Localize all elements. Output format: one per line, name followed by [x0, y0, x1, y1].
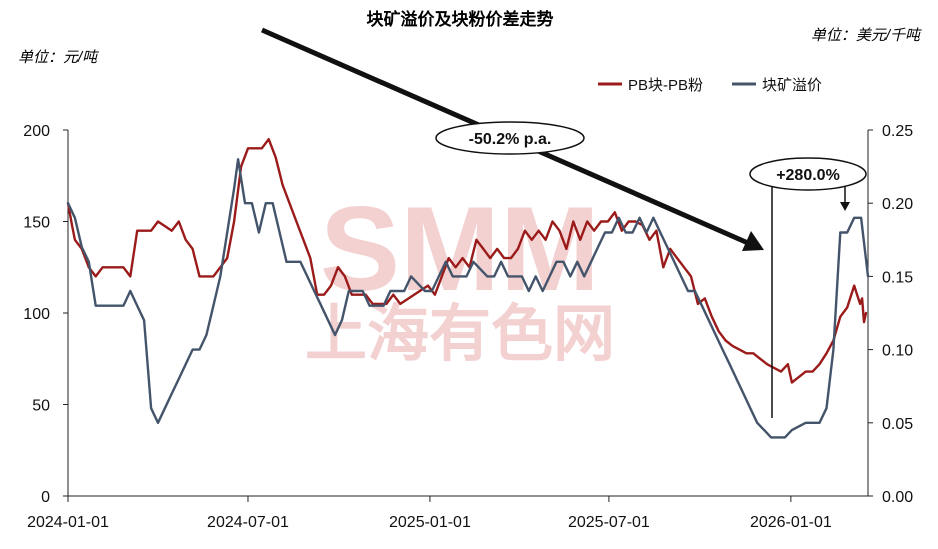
- y-right-tick-label: 0.05: [882, 416, 913, 433]
- left-unit-label: 单位：元/吨: [18, 49, 99, 66]
- y-left-tick-label: 0: [41, 489, 50, 506]
- series-line-lump-premium: [66, 158, 870, 439]
- watermark-logo: SMM: [320, 182, 600, 316]
- right-unit-label: 单位：美元/千吨: [811, 27, 922, 44]
- x-tick-label: 2024-07-01: [207, 514, 289, 531]
- annotation-decline: -50.2% p.a.: [260, 27, 764, 251]
- watermark-text: 上海有色网: [305, 297, 615, 370]
- x-tick-label: 2026-01-01: [750, 514, 832, 531]
- chart-title: 块矿溢价及块粉价差走势: [367, 9, 554, 29]
- y-left-tick-label: 50: [32, 398, 50, 415]
- y-right-tick-label: 0.10: [882, 343, 913, 360]
- decline-label: -50.2% p.a.: [469, 131, 552, 148]
- decline-arrow-head: [742, 231, 764, 251]
- series-layer: [66, 137, 870, 439]
- watermark: SMM 上海有色网: [305, 182, 615, 370]
- increase-label: +280.0%: [776, 167, 840, 184]
- y-left-tick-label: 100: [23, 306, 50, 323]
- y-right-tick-label: 0.15: [882, 269, 913, 286]
- y-right-ticks: 0.00 0.05 0.10 0.15 0.20 0.25: [868, 123, 913, 506]
- increase-label-ellipse: [749, 157, 867, 191]
- increase-arrow-head: [840, 202, 850, 211]
- legend: PB块-PB粉 块矿溢价: [598, 77, 822, 94]
- x-tick-label: 2024-01-01: [27, 514, 109, 531]
- x-tick-label: 2025-07-01: [568, 514, 650, 531]
- x-tick-label: 2025-01-01: [389, 514, 471, 531]
- y-right-tick-label: 0.25: [882, 123, 913, 140]
- y-right-tick-label: 0.20: [882, 196, 913, 213]
- legend-label-lump-premium: 块矿溢价: [762, 77, 822, 94]
- x-ticks: 2024-01-01 2024-07-01 2025-01-01 2025-07-01…: [27, 496, 832, 531]
- y-left-tick-label: 200: [23, 123, 50, 140]
- decline-label-ellipse: [435, 121, 585, 155]
- legend-label-pb-spread: PB块-PB粉: [628, 77, 703, 94]
- annotation-increase: +280.0%: [749, 157, 867, 418]
- y-left-tick-label: 150: [23, 215, 50, 232]
- y-left-ticks: 0 50 100 150 200: [23, 123, 68, 506]
- y-right-tick-label: 0.00: [882, 489, 913, 506]
